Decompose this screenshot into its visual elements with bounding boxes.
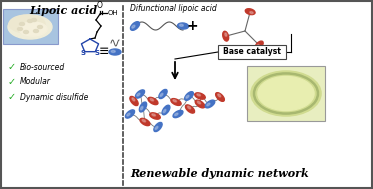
- Ellipse shape: [18, 28, 22, 30]
- Ellipse shape: [148, 97, 158, 105]
- Ellipse shape: [8, 15, 52, 39]
- Ellipse shape: [197, 94, 200, 96]
- Ellipse shape: [188, 106, 191, 109]
- Ellipse shape: [256, 44, 259, 47]
- Text: Modular: Modular: [20, 77, 51, 87]
- Text: Dynamic disulfide: Dynamic disulfide: [20, 92, 88, 101]
- Ellipse shape: [160, 93, 163, 97]
- Ellipse shape: [159, 89, 167, 99]
- Ellipse shape: [152, 114, 156, 116]
- Ellipse shape: [19, 22, 25, 26]
- Ellipse shape: [31, 19, 37, 22]
- Ellipse shape: [173, 110, 183, 118]
- Text: +: +: [186, 19, 198, 33]
- Ellipse shape: [131, 22, 140, 30]
- Ellipse shape: [140, 118, 150, 126]
- Ellipse shape: [216, 93, 224, 101]
- Ellipse shape: [19, 22, 47, 36]
- Ellipse shape: [155, 126, 158, 129]
- Ellipse shape: [197, 101, 201, 104]
- Ellipse shape: [195, 100, 205, 108]
- Ellipse shape: [142, 119, 145, 122]
- FancyBboxPatch shape: [218, 45, 286, 59]
- Text: OH: OH: [108, 10, 119, 16]
- Text: O: O: [97, 1, 103, 10]
- Ellipse shape: [132, 25, 135, 28]
- Ellipse shape: [195, 93, 205, 99]
- Ellipse shape: [34, 29, 38, 33]
- Text: Difunctional lipoic acid: Difunctional lipoic acid: [130, 4, 217, 13]
- FancyBboxPatch shape: [3, 9, 58, 44]
- Text: ✓: ✓: [8, 77, 16, 87]
- Ellipse shape: [127, 113, 130, 116]
- Text: Renewable dynamic network: Renewable dynamic network: [131, 168, 309, 179]
- Ellipse shape: [207, 103, 210, 106]
- Text: ≡: ≡: [99, 44, 109, 57]
- Ellipse shape: [258, 76, 314, 111]
- Ellipse shape: [154, 122, 162, 132]
- Ellipse shape: [162, 105, 170, 115]
- Ellipse shape: [140, 106, 143, 110]
- FancyBboxPatch shape: [247, 66, 325, 121]
- Ellipse shape: [171, 99, 181, 105]
- Ellipse shape: [140, 102, 147, 112]
- Ellipse shape: [251, 71, 321, 116]
- Ellipse shape: [223, 31, 229, 41]
- Ellipse shape: [185, 105, 195, 113]
- Ellipse shape: [38, 26, 43, 29]
- Ellipse shape: [205, 100, 215, 108]
- Ellipse shape: [130, 96, 138, 106]
- Ellipse shape: [218, 94, 221, 97]
- Text: S: S: [94, 50, 100, 56]
- Text: ✓: ✓: [8, 62, 16, 72]
- Text: Bio-sourced: Bio-sourced: [20, 63, 65, 71]
- Ellipse shape: [175, 113, 178, 116]
- Ellipse shape: [9, 15, 45, 33]
- Ellipse shape: [137, 93, 140, 96]
- Ellipse shape: [23, 30, 28, 33]
- Ellipse shape: [225, 33, 227, 36]
- Ellipse shape: [111, 50, 115, 53]
- Ellipse shape: [178, 23, 188, 29]
- Ellipse shape: [255, 41, 263, 49]
- Ellipse shape: [179, 24, 183, 26]
- Ellipse shape: [245, 9, 255, 15]
- Ellipse shape: [250, 12, 253, 14]
- Ellipse shape: [109, 49, 121, 55]
- Text: S: S: [81, 50, 85, 56]
- Text: Lipoic acid: Lipoic acid: [29, 5, 97, 16]
- Ellipse shape: [135, 90, 145, 98]
- Ellipse shape: [150, 113, 160, 119]
- Ellipse shape: [132, 98, 135, 101]
- Ellipse shape: [150, 98, 154, 101]
- Ellipse shape: [163, 109, 166, 113]
- Ellipse shape: [186, 95, 189, 98]
- Text: ✓: ✓: [8, 92, 16, 102]
- Ellipse shape: [173, 100, 176, 102]
- Ellipse shape: [125, 110, 135, 118]
- Ellipse shape: [185, 92, 193, 100]
- Text: Base catalyst: Base catalyst: [223, 47, 281, 57]
- Ellipse shape: [28, 19, 32, 22]
